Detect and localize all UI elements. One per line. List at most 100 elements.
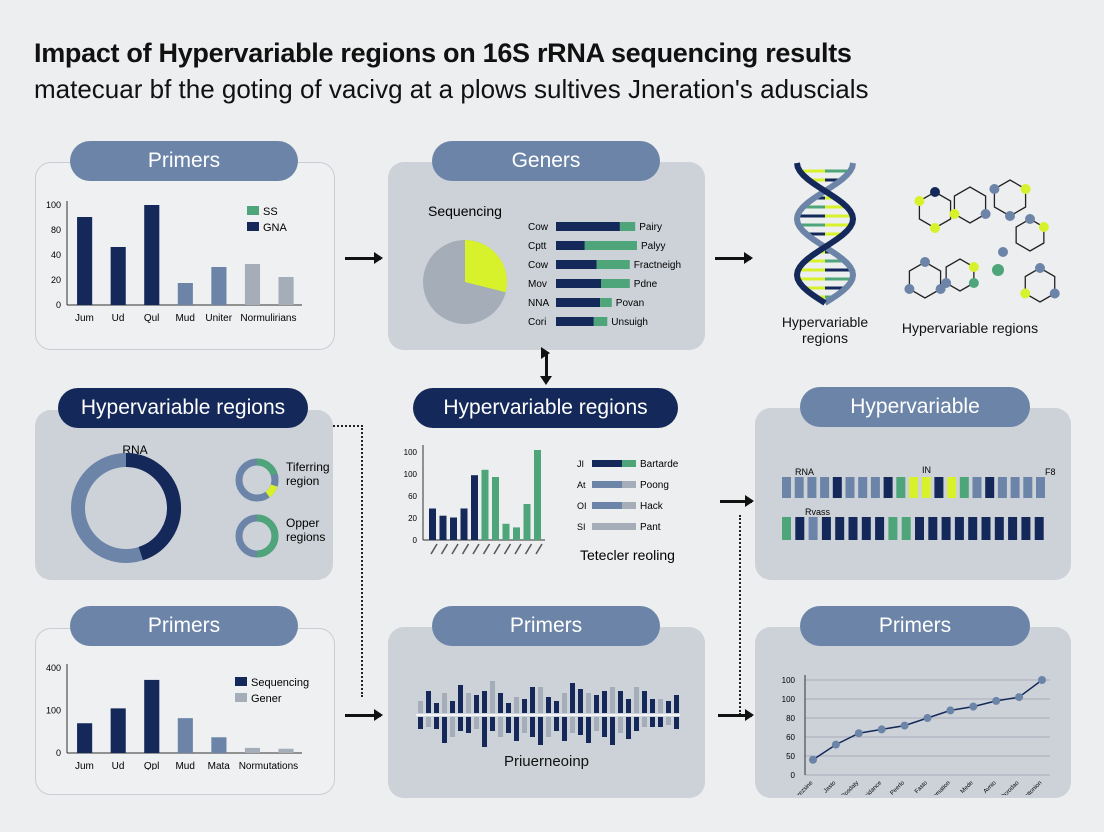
waveform-bar (650, 699, 655, 713)
heatmap-cell (947, 477, 957, 498)
x-tick-label: Peerlo (890, 780, 907, 795)
waveform-bar (458, 685, 463, 713)
primers-panel-2 (35, 628, 335, 795)
heatmap-cell (807, 477, 817, 498)
heatmap-cell (858, 477, 868, 498)
heatmap-cell (832, 477, 842, 498)
bar-segment (556, 317, 594, 326)
waveform-bar (466, 693, 471, 713)
y-tick-label: 50 (786, 752, 795, 761)
legend-swatch (592, 481, 622, 488)
row-value: Unsuigh (611, 317, 648, 328)
waveform-bar (578, 717, 583, 735)
heatmap-cell (845, 477, 855, 498)
bar (144, 679, 160, 753)
bar (439, 515, 447, 540)
x-tick-label (482, 543, 491, 555)
panel-header: Primers (800, 606, 1030, 646)
x-tick-label: Posdaty (841, 780, 861, 795)
waveform-bar (426, 691, 431, 713)
bar (244, 264, 261, 305)
waveform-bar (570, 683, 575, 713)
heatmap-cell (821, 517, 831, 540)
heatmap-label: F8 (1045, 467, 1056, 477)
heatmap-cell (888, 517, 898, 540)
x-tick-label: Mud (175, 313, 194, 324)
bar (177, 283, 193, 305)
data-point (877, 725, 886, 734)
bar-segment (596, 260, 630, 269)
atom (989, 184, 1000, 194)
heatmap-cell (1010, 477, 1020, 498)
bar-segment (584, 241, 637, 250)
legend-swatch (247, 206, 259, 215)
legend-key: At (577, 480, 586, 490)
x-tick-label (451, 543, 459, 555)
helix-strand (793, 162, 857, 306)
y-tick-label: 80 (786, 714, 795, 723)
bar-segment (556, 260, 597, 269)
data-point (923, 714, 932, 722)
legend-label: SS (263, 206, 278, 218)
atom (1035, 263, 1045, 273)
y-tick-label: 20 (51, 275, 61, 285)
x-tick-label: Oscomation (925, 780, 952, 795)
waveform-bar (674, 695, 679, 713)
bar-segment (619, 222, 636, 231)
bar (177, 718, 193, 753)
heatmap-cell (808, 517, 818, 540)
x-tick-label: Normulirians (240, 313, 296, 324)
heatmap-cell (1036, 477, 1045, 498)
heatmap-cell (782, 517, 791, 540)
data-point (969, 702, 978, 711)
waveform-bar (522, 717, 527, 733)
legend-label: Pant (640, 522, 661, 533)
waveform-bar (522, 699, 527, 713)
heatmap-cell (795, 517, 805, 540)
waveform-bar (594, 695, 599, 713)
legend-label: GNA (263, 222, 288, 234)
legend-key: SI (577, 522, 586, 532)
heatmap-cell (994, 517, 1004, 540)
waveform-bar (602, 717, 607, 737)
bar (450, 517, 457, 540)
x-tick-label: Janurezsine (787, 780, 815, 795)
waveform-bar (554, 701, 559, 713)
heatmap-cell (782, 477, 791, 498)
small-donut-segment (265, 484, 278, 498)
panel-header: Primers (70, 606, 298, 646)
heatmap-cell (875, 517, 885, 540)
bar (77, 723, 93, 753)
waveform-bar (658, 699, 663, 713)
y-tick-label: 0 (413, 536, 418, 545)
small-donut-label: Tiferring region (286, 460, 330, 488)
legend-key: JI (577, 459, 584, 469)
waveform-bar (666, 717, 671, 725)
bar (77, 217, 93, 305)
x-tick-label (524, 543, 533, 555)
waveform-bar (546, 717, 551, 737)
heatmap-cell (835, 517, 845, 540)
x-tick-label: Mud (175, 761, 194, 770)
x-tick-label (440, 543, 449, 555)
waveform-bar (642, 691, 647, 713)
y-tick-label: 40 (51, 250, 61, 260)
heatmap-label: Rvass (805, 507, 831, 517)
legend-swatch (235, 677, 247, 686)
atom (1020, 184, 1031, 194)
x-tick-label (493, 543, 501, 555)
dotted-connector (361, 425, 363, 697)
panel-header: Geners (432, 141, 660, 181)
waveform-bar (674, 717, 679, 729)
molecule-caption: Hypervariable regions (901, 320, 1039, 336)
primers-bar-chart-2: 0 100 400 Jum Ud Qpl Mud Mata Normutations Sequen… (46, 663, 309, 770)
x-tick-label: Ud (112, 313, 125, 324)
x-tick-label: Uniter (205, 313, 232, 324)
waveform-bar (506, 717, 511, 733)
x-tick-label (430, 543, 438, 555)
waveform-bar (554, 717, 559, 731)
heatmap-cell (883, 477, 893, 498)
waveform-bar (426, 717, 431, 727)
x-tick-label: Jum (75, 313, 94, 324)
heatmap-cell (1034, 517, 1044, 540)
